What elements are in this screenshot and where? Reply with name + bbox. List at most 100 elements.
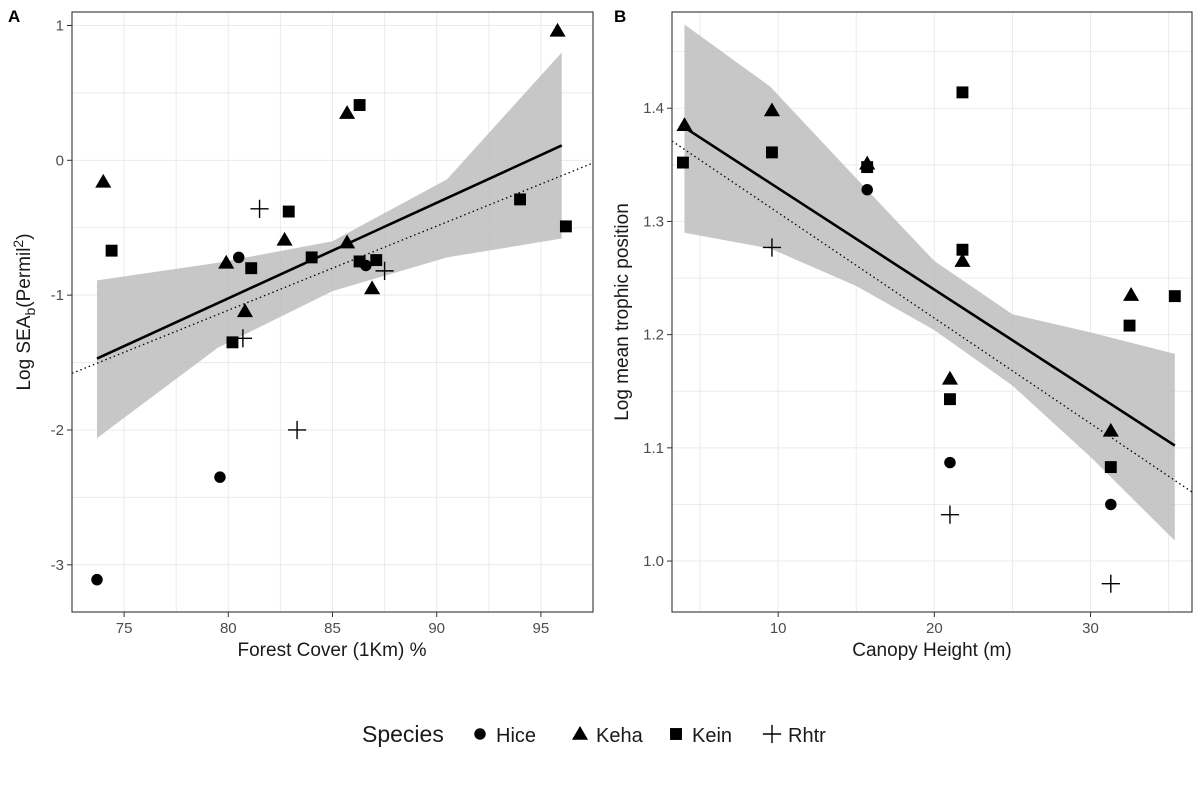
panel-b-point-kein — [1104, 461, 1117, 474]
panel-a-point-keha — [364, 280, 381, 295]
panel-b-point-kein — [1123, 319, 1136, 332]
panel-b-point-kein — [956, 243, 969, 256]
panel-b-y-tick-label: 1.2 — [643, 327, 664, 344]
legend-entry-kein: Kein — [670, 725, 732, 747]
panel-b-y-ticks: 1.0 1.1 1.2 1.3 1.4 — [643, 100, 672, 570]
panel-b-y-tick-label: 1.1 — [643, 440, 664, 457]
panel-b-x-ticks: 10 20 30 — [770, 612, 1099, 637]
panel-b-point-kein — [1168, 290, 1181, 303]
panel-a-point-kein — [282, 205, 295, 218]
panel-b-point-keha — [941, 370, 959, 385]
panel-a-point-rhtr — [375, 261, 394, 280]
panel-b-point-rhtr — [762, 238, 782, 257]
panel-a-point-rhtr — [287, 420, 307, 440]
panel-a-x-tick-label: 85 — [324, 620, 341, 637]
panel-b-point-rhtr — [940, 505, 960, 524]
panel-a-point-kein — [353, 255, 366, 268]
panel-b-frame — [671, 11, 1193, 613]
panel-b-point-keha — [676, 117, 693, 132]
panel-b-x-tick-label: 20 — [926, 620, 943, 637]
panel-b-point-keha — [1123, 286, 1140, 301]
legend-key-hice — [474, 728, 486, 740]
panel-a-y-tick-label: 0 — [56, 152, 64, 169]
panel-b-point-rhtr — [1101, 574, 1120, 593]
panel-a-point-keha — [95, 173, 112, 188]
panel-b-point-keha — [1102, 422, 1119, 437]
panel-b-fit-line — [683, 126, 1176, 447]
panel-a-point-keha — [236, 303, 254, 318]
panel-b-x-tick-label: 30 — [1082, 620, 1099, 637]
panel-a-y-tick-label: -1 — [51, 287, 64, 304]
panel-a-point-kein — [514, 193, 527, 206]
panel-a-point-keha — [339, 234, 356, 249]
legend-label-rhtr: Rhtr — [788, 725, 826, 747]
panel-b-point-keha — [954, 253, 971, 267]
panel-b-point-kein — [944, 393, 956, 406]
panel-a-fit-lines — [71, 144, 594, 374]
panel-a: A 75 80 85 90 95 -3 -2 -1 0 1 Forest Cover (1Km)… — [8, 7, 594, 661]
panel-b-confidence-band — [684, 24, 1175, 541]
panel-a-x-tick-label: 80 — [220, 620, 237, 637]
panel-a-y-axis-title: Log SEAb(Permil2) — [10, 233, 38, 390]
panel-a-y-tick-label: 1 — [56, 17, 64, 34]
panel-a-point-keha — [276, 231, 293, 246]
legend-key-keha — [571, 725, 589, 740]
legend-label-kein: Kein — [692, 725, 732, 747]
panel-a-y-tick-label: -2 — [51, 422, 64, 439]
panel-a-point-kein — [353, 99, 366, 111]
panel-b-point-kein — [765, 146, 778, 159]
panel-b-point-keha — [763, 102, 780, 117]
panel-a-label: A — [8, 7, 20, 26]
panel-a-x-tick-label: 75 — [116, 620, 133, 637]
legend-key-kein — [670, 728, 682, 740]
panel-a-ci-ribbon — [97, 52, 562, 439]
panel-a-point-hice — [214, 471, 226, 483]
panel-a-x-ticks: 75 80 85 90 95 — [116, 612, 549, 637]
panel-a-point-keha — [339, 105, 356, 119]
panel-a-point-rhtr — [233, 329, 252, 348]
panel-a-point-kein — [226, 336, 239, 349]
panel-b-label: B — [614, 7, 626, 26]
panel-a-point-hice — [232, 251, 245, 264]
legend-items: Hice Keha Kein Rhtr — [474, 724, 826, 747]
panel-b-x-axis-title: Canopy Height (m) — [852, 640, 1011, 661]
panel-a-y-ticks: -3 -2 -1 0 1 — [51, 17, 72, 574]
legend: Species Hice Keha Kein Rhtr — [362, 721, 826, 747]
panel-a-confidence-band — [97, 52, 562, 439]
panel-b-x-tick-label: 10 — [770, 620, 787, 637]
panel-a-x-axis-title: Forest Cover (1Km) % — [238, 640, 427, 661]
panel-b-y-tick-label: 1.0 — [643, 553, 664, 570]
panel-b-y-tick-label: 1.3 — [643, 213, 664, 230]
panel-a-point-kein — [105, 244, 118, 257]
panel-b-point-hice — [944, 456, 956, 469]
panel-a-point-kein — [245, 262, 258, 275]
panel-a-point-kein — [370, 254, 383, 267]
panel-a-fit-line — [96, 144, 563, 360]
legend-key-rhtr — [762, 724, 782, 744]
panel-b-point-kein — [861, 161, 874, 174]
panel-a-point-keha — [549, 22, 566, 37]
panel-a-dotted-fit-line — [71, 162, 594, 374]
panel-b: B 10 20 30 1.0 1.1 1.2 1.3 1.4 Canopy Height (… — [612, 7, 1193, 661]
panel-a-point-keha — [218, 254, 235, 269]
panel-a-point-kein — [559, 220, 572, 233]
legend-title: Species — [362, 721, 444, 747]
panel-a-y-tick-label: -3 — [51, 557, 64, 574]
legend-label-hice: Hice — [496, 725, 536, 747]
panel-b-ci-ribbon — [684, 24, 1175, 541]
panel-a-points — [91, 22, 572, 586]
legend-entry-hice: Hice — [474, 725, 536, 747]
legend-entry-keha: Keha — [571, 725, 644, 747]
panel-a-point-rhtr — [250, 199, 269, 218]
panel-b-point-hice — [1105, 498, 1117, 511]
panel-b-y-tick-label: 1.4 — [643, 100, 664, 117]
panel-b-points — [676, 86, 1181, 593]
legend-label-keha: Keha — [596, 725, 644, 747]
panel-a-point-hice — [91, 573, 103, 586]
panel-b-point-kein — [956, 86, 969, 99]
panel-b-point-kein — [676, 156, 689, 169]
panel-b-point-hice — [861, 183, 873, 196]
panel-a-x-tick-label: 90 — [428, 620, 445, 637]
panel-b-y-axis-title: Log mean trophic position — [612, 203, 633, 421]
